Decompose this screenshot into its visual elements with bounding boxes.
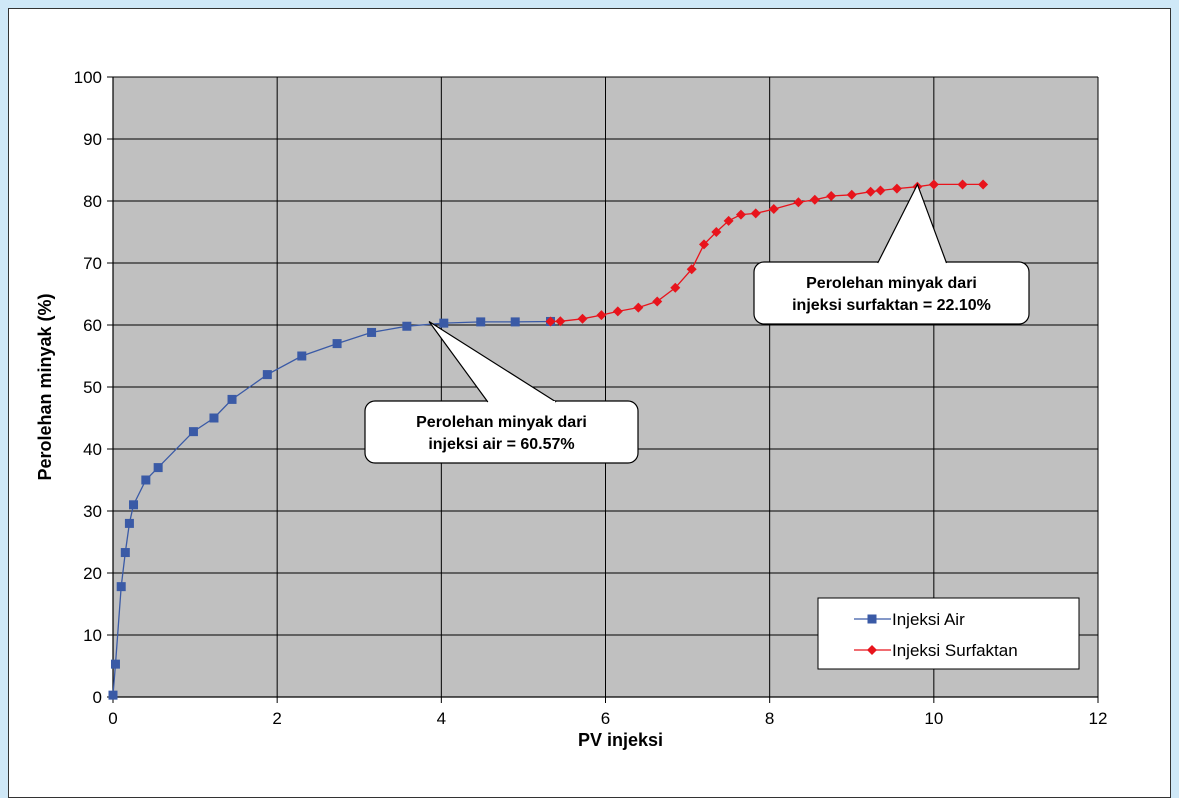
data-point [723,215,734,226]
callout-line-2: injeksi air = 60.57% [428,436,574,453]
x-tick-label: 6 [601,709,610,728]
data-point [686,264,697,275]
data-point [124,518,134,528]
data-point [439,318,449,328]
callout-line-1: Perolehan minyak dari [416,414,587,431]
data-point [367,327,377,337]
data-point [735,209,746,220]
data-point [846,189,857,200]
data-point [110,659,120,669]
y-tick-label: 50 [83,378,102,397]
x-tick-label: 4 [437,709,446,728]
data-point [699,239,709,250]
data-point [297,351,307,361]
legend-label: Injeksi Air [892,610,965,629]
data-point [188,427,198,437]
x-tick-label: 2 [272,709,281,728]
data-point [750,208,761,219]
x-tick-label: 10 [924,709,943,728]
x-tick-label: 8 [765,709,774,728]
data-point [875,185,886,196]
y-tick-label: 60 [83,316,102,335]
y-tick-label: 20 [83,564,102,583]
data-point [577,313,588,324]
data-point [129,500,139,510]
legend-swatch-marker [867,614,877,624]
data-point [612,306,623,317]
x-tick-label: 12 [1089,709,1108,728]
data-point [108,690,118,700]
x-axis-title: PV injeksi [578,730,663,750]
y-tick-label: 90 [83,130,102,149]
annotations: Perolehan minyak dari injeksi air = 60.57… [364,182,1030,464]
legend-label: Injeksi Surfaktan [892,641,1018,660]
legend-box [817,597,1080,670]
data-point [957,179,968,190]
data-point [809,194,820,205]
y-tick-label: 0 [93,688,102,707]
y-axis-title: Perolehan minyak (%) [35,293,55,480]
data-point [209,413,219,423]
y-tick-label: 70 [83,254,102,273]
data-point [555,316,566,327]
data-point [141,475,151,485]
callout-line-1: Perolehan minyak dari [806,275,977,292]
y-tick-label: 80 [83,192,102,211]
data-point [768,204,779,215]
callout-line-2: injeksi surfaktan = 22.10% [792,297,991,314]
legend: Injeksi Air Injeksi Surfaktan [817,597,1080,670]
y-tick-label: 10 [83,626,102,645]
data-point [978,179,989,190]
callout-box [753,261,1030,325]
data-point [826,191,837,202]
x-tick-label: 0 [108,709,117,728]
data-point [596,310,607,321]
data-point [670,282,681,293]
data-point [865,186,876,197]
data-point [891,183,902,194]
data-point [793,197,804,208]
data-point [652,296,663,307]
y-tick-label: 100 [74,68,102,87]
data-point [711,227,722,237]
data-point [120,548,130,558]
y-tick-label: 40 [83,440,102,459]
grid-lines [113,76,1099,697]
y-tick-label: 30 [83,502,102,521]
data-point [402,321,412,331]
data-point [545,316,556,327]
data-point [227,394,237,404]
data-point [476,317,486,327]
data-point [116,582,126,592]
data-point [332,339,342,349]
series-line [112,320,551,696]
data-point [633,302,644,313]
series-layer [108,179,989,700]
data-point [928,179,939,190]
callout-pointer [428,320,557,403]
callout-pointer [877,182,948,264]
axes: 0 10 20 30 40 50 60 70 80 90 100 0 2 4 6 8 10 12 [74,68,1108,728]
data-point [262,370,272,380]
data-point [153,463,163,473]
legend-swatch-marker [867,645,877,655]
callout-box [364,400,639,464]
data-point [510,317,520,327]
